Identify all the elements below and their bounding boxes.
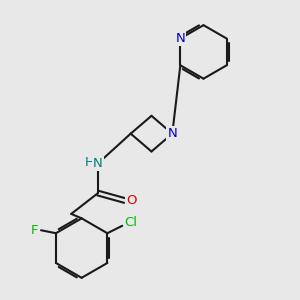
Text: H: H <box>85 156 94 169</box>
Text: Cl: Cl <box>125 216 138 229</box>
Text: N: N <box>176 32 185 45</box>
Text: N: N <box>93 157 103 170</box>
Text: N: N <box>167 127 177 140</box>
Text: O: O <box>126 194 136 207</box>
Text: F: F <box>31 224 38 237</box>
